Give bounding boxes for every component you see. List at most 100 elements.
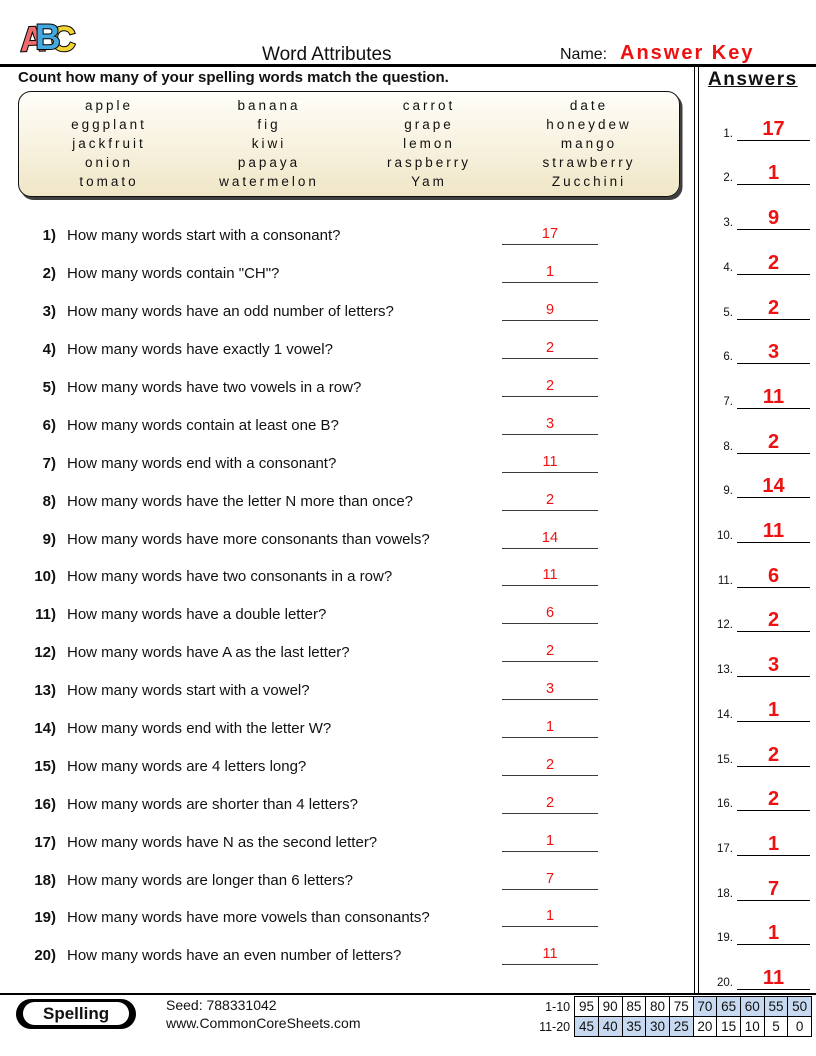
answer-item-blank: 11 xyxy=(737,386,810,409)
question-answer-blank: 2 xyxy=(502,378,598,397)
answer-item-blank: 1 xyxy=(737,833,810,856)
instruction-text: Count how many of your spelling words ma… xyxy=(18,69,449,86)
question-row: 15) How many words are 4 letters long? 2 xyxy=(16,747,694,785)
word-bank-word: Yam xyxy=(411,174,447,189)
answer-item-number: 11. xyxy=(717,574,733,587)
question-number: 17) xyxy=(34,833,56,851)
name-label: Name: xyxy=(560,46,608,63)
score-row-2-label: 11-20 xyxy=(539,1019,571,1034)
answer-item-number: 13. xyxy=(717,664,733,677)
question-row: 8) How many words have the letter N more… xyxy=(16,482,694,520)
word-bank-word: Zucchini xyxy=(551,174,627,189)
question-text: How many words start with a consonant? xyxy=(67,227,341,245)
question-number: 10) xyxy=(34,568,56,586)
word-bank-word: lemon xyxy=(403,136,455,151)
question-number: 3) xyxy=(42,303,56,321)
question-answer-blank: 2 xyxy=(502,795,598,814)
question-answer-blank: 1 xyxy=(502,719,598,739)
score-row-1: 1-10 95 90 85 80 75 70 65 60 55 50 xyxy=(530,996,812,1017)
question-text: How many words end with a consonant? xyxy=(67,454,337,472)
question-text: How many words have two vowels in a row? xyxy=(67,379,362,396)
score-cell: 60 xyxy=(739,996,765,1017)
question-row: 2) How many words contain "CH"? 1 xyxy=(16,255,694,293)
answer-item-number: 3. xyxy=(723,217,733,230)
answer-item-blank: 14 xyxy=(737,476,810,499)
answer-item-number: 12. xyxy=(717,619,733,632)
word-bank-word: apple xyxy=(84,98,134,113)
worksheet-main: Count how many of your spelling words ma… xyxy=(0,67,695,993)
question-answer-blank: 17 xyxy=(502,226,598,246)
question-row: 6) How many words contain at least one B… xyxy=(16,406,694,444)
answer-item-number: 18. xyxy=(717,887,733,900)
question-row: 12) How many words have A as the last le… xyxy=(16,634,694,672)
question-text: How many words have more vowels than con… xyxy=(67,909,430,927)
word-bank-word: tomato xyxy=(79,174,139,189)
question-text: How many words end with the letter W? xyxy=(67,720,332,738)
answer-item: 16. 2 xyxy=(707,770,810,815)
answer-item-number: 5. xyxy=(723,306,733,319)
subject-label: Spelling xyxy=(23,1002,130,1025)
question-number: 12) xyxy=(34,644,56,662)
score-cell: 40 xyxy=(597,1016,623,1037)
answer-item: 18. 7 xyxy=(707,859,810,904)
seed-block: Seed: 788331042 www.CommonCoreSheets.com xyxy=(166,997,361,1032)
score-cell: 55 xyxy=(763,996,789,1017)
score-cell: 5 xyxy=(763,1016,789,1037)
question-text: How many words have two consonants in a … xyxy=(67,568,393,586)
word-bank-word: jackfruit xyxy=(72,136,146,151)
question-number: 5) xyxy=(42,379,56,396)
question-text: How many words start with a vowel? xyxy=(67,682,310,700)
answer-item: 19. 1 xyxy=(707,904,810,949)
word-bank-grid: apple banana carrot date eggplant fig gr… xyxy=(29,96,669,191)
question-number: 6) xyxy=(42,416,56,434)
question-number: 13) xyxy=(34,682,56,700)
answer-item-number: 7. xyxy=(723,395,733,408)
score-cell: 0 xyxy=(787,1016,812,1037)
question-number: 20) xyxy=(34,947,56,965)
word-bank-word: onion xyxy=(84,155,134,170)
answer-item-number: 15. xyxy=(717,753,733,766)
answer-item: 20. 11 xyxy=(707,948,810,993)
answer-item-blank: 1 xyxy=(737,923,810,946)
answer-item: 8. 2 xyxy=(707,412,810,457)
answer-item-number: 10. xyxy=(717,530,733,543)
answer-item-number: 9. xyxy=(723,485,733,498)
answer-item: 6. 3 xyxy=(707,323,810,368)
answer-item: 12. 2 xyxy=(707,591,810,636)
answer-item-blank: 2 xyxy=(737,297,810,320)
question-answer-blank: 2 xyxy=(502,757,598,776)
question-text: How many words have more consonants than… xyxy=(67,530,430,548)
question-row: 3) How many words have an odd number of … xyxy=(16,293,694,331)
answer-item-blank: 3 xyxy=(737,342,810,365)
answer-item-blank: 2 xyxy=(737,431,810,454)
question-text: How many words have an even number of le… xyxy=(67,947,402,965)
answer-item-blank: 3 xyxy=(737,655,810,678)
question-number: 11) xyxy=(35,606,56,624)
question-row: 5) How many words have two vowels in a r… xyxy=(16,369,694,407)
question-answer-blank: 11 xyxy=(502,454,598,473)
question-number: 4) xyxy=(42,341,56,359)
question-number: 1) xyxy=(42,227,56,245)
question-number: 16) xyxy=(34,795,56,813)
answer-item-number: 19. xyxy=(717,932,733,945)
question-number: 9) xyxy=(42,530,56,548)
abc-logo: ABC xyxy=(18,19,77,61)
question-answer-blank: 2 xyxy=(502,643,598,663)
question-row: 16) How many words are shorter than 4 le… xyxy=(16,785,694,823)
question-text: How many words are longer than 6 letters… xyxy=(67,871,353,889)
content-area: Count how many of your spelling words ma… xyxy=(0,67,816,993)
score-cell: 75 xyxy=(668,996,694,1017)
logo-letter-c: C xyxy=(50,20,77,59)
question-answer-blank: 11 xyxy=(502,946,598,966)
page-header: ABC Word Attributes Name: Answer Key xyxy=(0,0,816,66)
answer-item-number: 2. xyxy=(723,172,733,185)
word-bank-word: carrot xyxy=(402,98,456,113)
question-row: 4) How many words have exactly 1 vowel? … xyxy=(16,331,694,369)
answer-item: 11. 6 xyxy=(707,546,810,591)
question-text: How many words are shorter than 4 letter… xyxy=(67,795,358,813)
score-cell: 20 xyxy=(692,1016,718,1037)
question-answer-blank: 7 xyxy=(502,871,598,890)
question-answer-blank: 11 xyxy=(502,567,598,587)
answer-item: 17. 1 xyxy=(707,814,810,859)
score-cell: 70 xyxy=(692,996,718,1017)
